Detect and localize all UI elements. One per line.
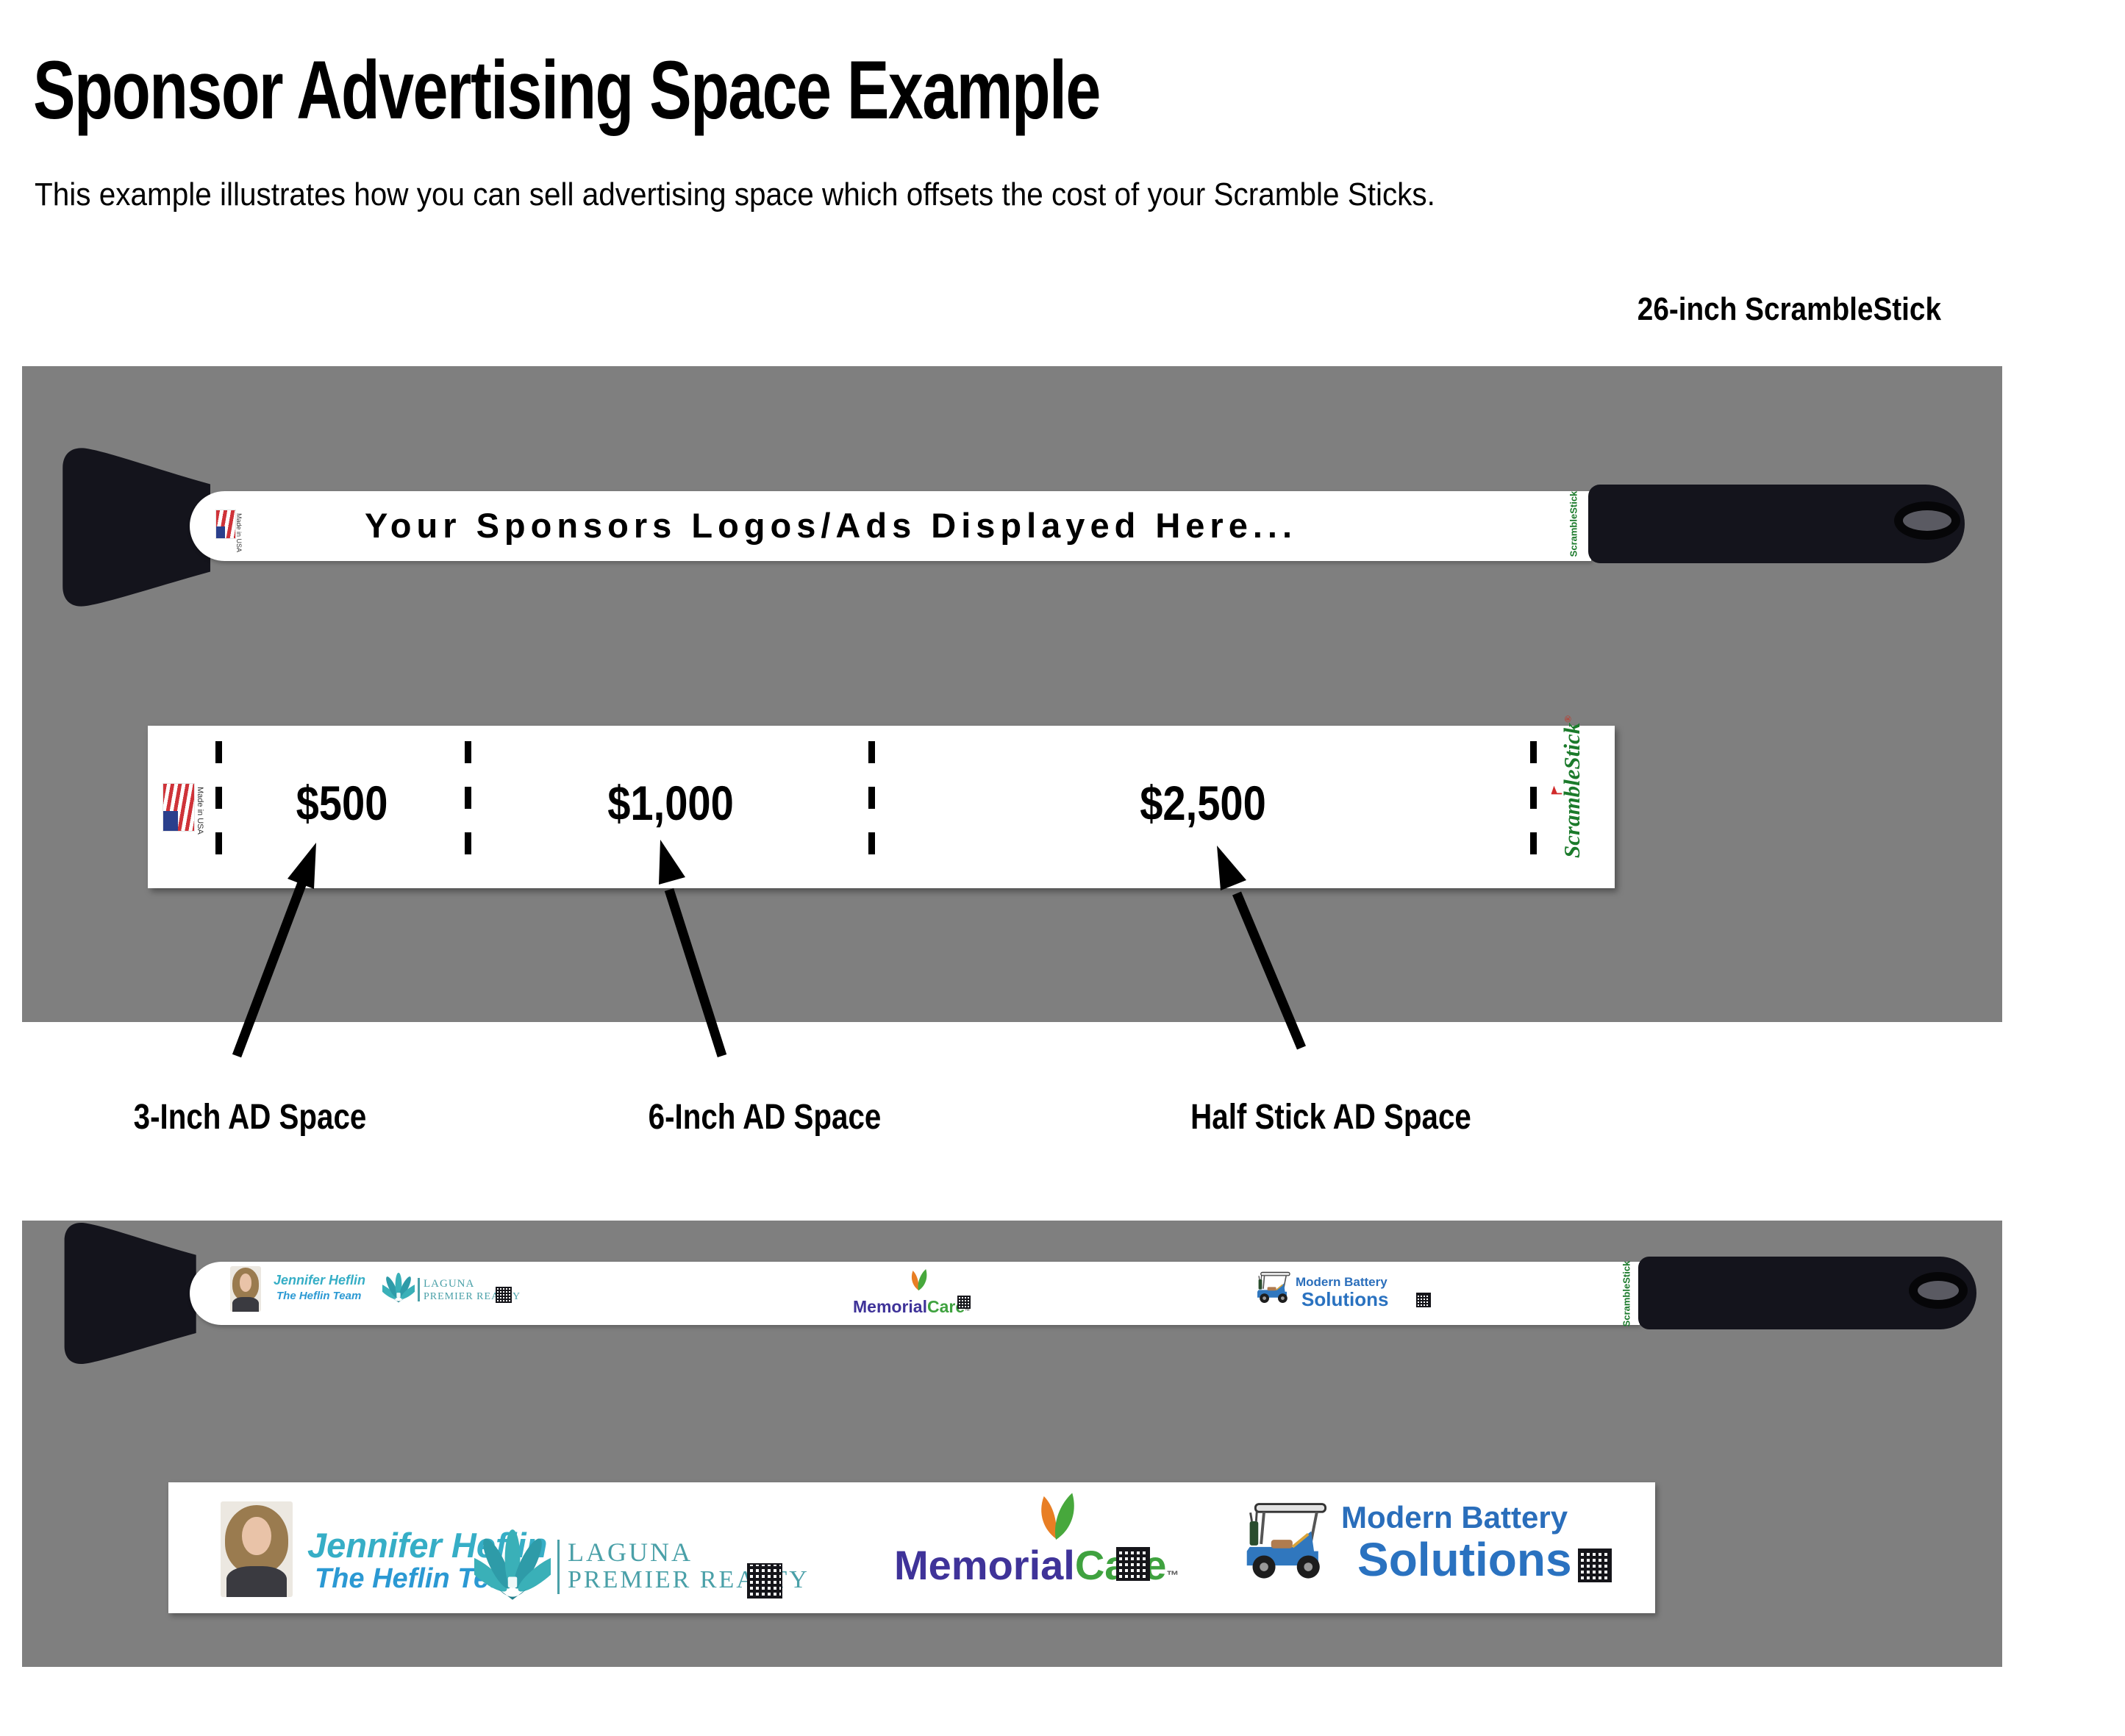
made-in-usa-caption: Made in USA (196, 787, 204, 835)
ad-price-1000: $1,000 (607, 776, 734, 830)
memorialcare-leaf-icon (911, 1269, 927, 1291)
ad-price-500: $500 (296, 776, 388, 830)
trademark-mark: ™ (965, 1309, 971, 1314)
qr-code-icon (957, 1296, 971, 1309)
laguna-line1: LAGUNA (424, 1278, 475, 1290)
laguna-divider (557, 1540, 560, 1594)
trademark-mark: ™ (1166, 1568, 1179, 1582)
modern-battery-line1: Modern Battery (1296, 1275, 1388, 1289)
stick-size-label: 26-inch ScrambleStick (1637, 291, 1941, 327)
us-flag-icon (216, 510, 235, 538)
heflin-team: The Heflin Team (276, 1290, 362, 1302)
golf-cart-icon (1246, 1503, 1327, 1579)
laguna-divider (418, 1278, 420, 1301)
golf-cart-icon (1257, 1271, 1290, 1303)
scramblestick-logo: ScrambleStick® (1551, 715, 1588, 858)
callout-label-3inch: 3-Inch AD Space (133, 1098, 367, 1137)
printed-stick-shaft (190, 1262, 1640, 1325)
us-flag-icon (163, 784, 194, 831)
jennifer-heflin-photo (230, 1266, 261, 1312)
qr-code-icon (1578, 1549, 1612, 1582)
stick-rubber-cone-icon (64, 1222, 196, 1365)
price-strip (148, 726, 1615, 888)
modern-battery-line1: Modern Battery (1341, 1500, 1568, 1535)
modern-battery-line2: Solutions (1357, 1533, 1572, 1586)
qr-code-icon (1116, 1547, 1150, 1581)
laguna-shell-icon (474, 1529, 551, 1600)
heflin-name: Jennifer Heflin (274, 1273, 366, 1287)
stick-rubber-cone-icon (63, 448, 210, 607)
callout-label-6inch: 6-Inch AD Space (648, 1098, 882, 1137)
printed-stick-hang-hole (1909, 1272, 1968, 1309)
laguna-line1: LAGUNA (568, 1537, 693, 1567)
callout-label-halfstick: Half Stick AD Space (1190, 1098, 1471, 1137)
memorialcare-memorial: Memorial (894, 1542, 1075, 1588)
qr-code-icon (747, 1563, 782, 1599)
perforation-dash-line (215, 741, 222, 874)
perforation-dash-line (465, 741, 471, 874)
registered-mark: ® (1562, 715, 1574, 723)
perforation-dash-line (868, 741, 875, 874)
ad-banner-enlarged (168, 1482, 1655, 1613)
sponsor-placeholder-text: Your Sponsors Logos/Ads Displayed Here..… (364, 506, 1298, 545)
memorialcare-logo: MemorialCare™ (853, 1297, 970, 1317)
ad-price-2500: $2,500 (1140, 776, 1266, 830)
qr-code-icon (1416, 1293, 1431, 1307)
modern-battery-line2: Solutions (1301, 1288, 1389, 1310)
page-title: Sponsor Advertising Space Example (33, 44, 1101, 136)
qr-code-icon (496, 1287, 512, 1303)
jennifer-heflin-photo (221, 1501, 293, 1597)
top-stick-panel (22, 366, 2002, 1022)
red-flag-icon (1551, 785, 1562, 795)
top-stick-shaft (190, 491, 1591, 561)
page-subtitle: This example illustrates how you can sel… (35, 176, 1435, 212)
made-in-usa-caption: Made in USA (235, 513, 243, 553)
memorialcare-leaf-icon (1041, 1493, 1074, 1540)
scramblestick-vertical-brand: ScrambleStick (1621, 1260, 1632, 1327)
scramblestick-vertical-brand: ScrambleStick (1568, 490, 1579, 557)
memorialcare-memorial: Memorial (853, 1297, 927, 1316)
top-stick-hang-hole (1894, 501, 1960, 540)
laguna-shell-icon (382, 1272, 415, 1303)
perforation-dash-line (1530, 741, 1537, 874)
